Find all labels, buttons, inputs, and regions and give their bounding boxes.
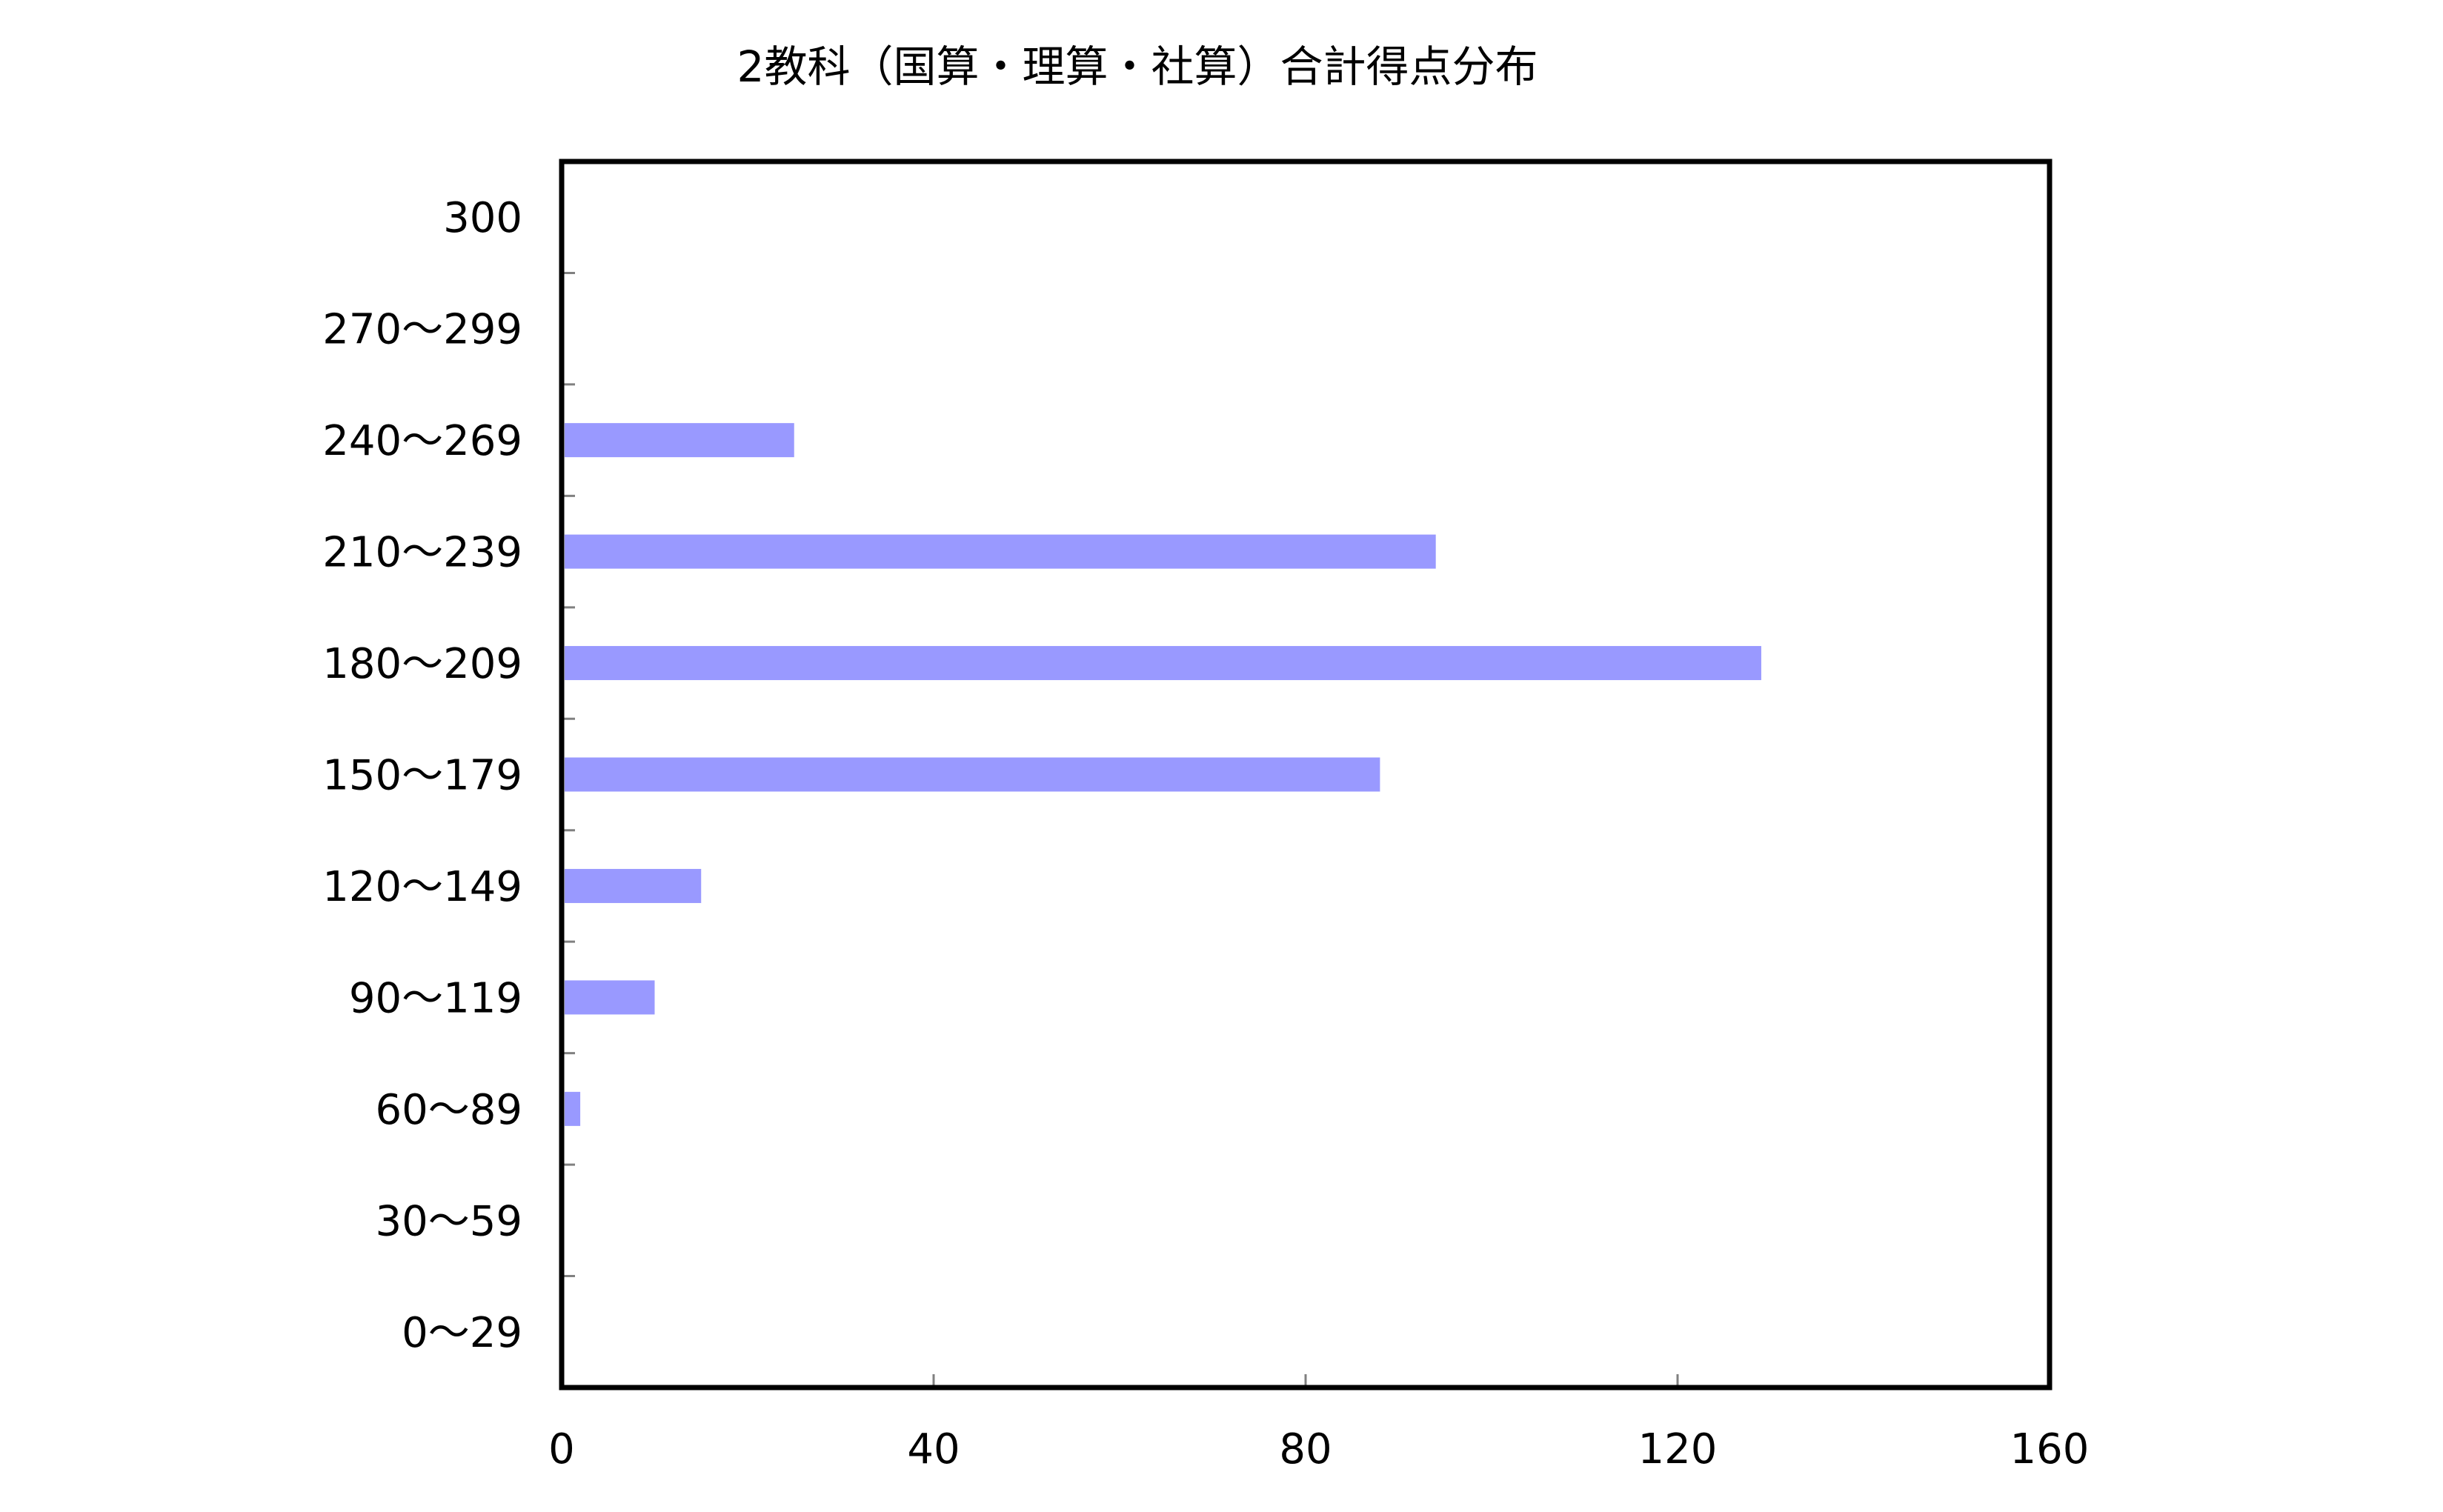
y-tick-label: 60～89: [375, 1086, 522, 1134]
y-tick-label: 150～179: [322, 752, 522, 800]
x-tick-label: 40: [907, 1425, 960, 1473]
plot-frame: [559, 159, 2053, 1391]
bar: [565, 757, 1380, 792]
x-tick-label: 80: [1279, 1425, 1332, 1473]
y-axis-category-labels: 0～29 30～59 60～89 90～119 120～149 150～179 180～20…: [322, 194, 522, 1357]
bar: [565, 423, 794, 458]
x-tick-label: 0: [548, 1425, 575, 1473]
y-tick-label: 300: [443, 194, 522, 242]
bar: [565, 868, 702, 903]
bar: [565, 1091, 581, 1126]
x-axis-tick-labels: 0 40 80 120 160: [548, 1425, 2089, 1473]
y-tick-label: 90～119: [349, 974, 522, 1022]
chart-title: 2教科（国算・理算・社算）合計得点分布: [737, 41, 1538, 92]
bar: [565, 534, 1436, 569]
y-tick-label: 120～149: [322, 863, 522, 911]
y-tick-label: 30～59: [375, 1197, 522, 1245]
bar: [565, 980, 655, 1015]
y-tick-label: 180～209: [322, 640, 522, 688]
y-tick-label: 270～299: [322, 306, 522, 354]
bars: [565, 423, 1761, 1126]
y-tick-label: 0～29: [402, 1309, 522, 1357]
bar: [565, 646, 1761, 681]
x-tick-label: 160: [2010, 1425, 2090, 1473]
x-tick-label: 120: [1638, 1425, 1718, 1473]
y-tick-label: 210～239: [322, 529, 522, 577]
y-tick-label: 240～269: [322, 417, 522, 465]
